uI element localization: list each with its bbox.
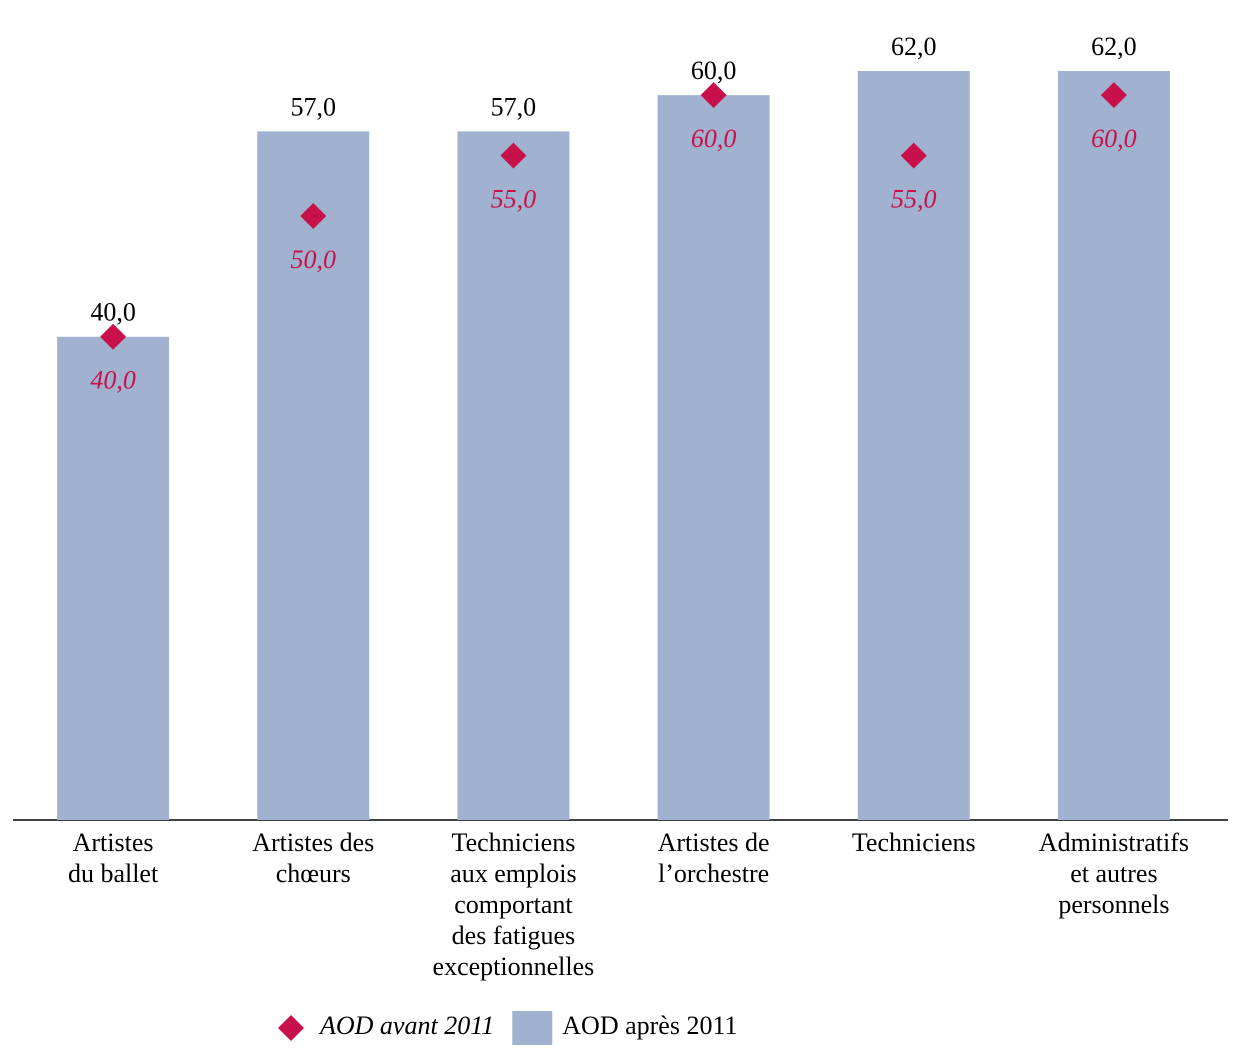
x-tick-label: Administratifs <box>1039 828 1189 857</box>
marker-value-label: 40,0 <box>90 366 136 395</box>
diamond-marker <box>700 82 727 109</box>
bar-value-label: 40,0 <box>90 298 136 327</box>
x-tick-label: personnels <box>1058 890 1169 919</box>
diamond-marker <box>300 202 327 229</box>
x-tick-label: Artistes de <box>658 828 770 857</box>
bar-value-label: 57,0 <box>491 92 537 121</box>
x-tick-label: Artistes des <box>252 828 374 857</box>
bar <box>57 336 170 820</box>
x-tick-label: comportant <box>454 890 573 919</box>
marker-value-label: 55,0 <box>491 185 537 214</box>
x-tick-label: l’orchestre <box>658 859 769 888</box>
x-tick-label: Techniciens <box>452 828 576 857</box>
bar-value-label: 57,0 <box>291 92 337 121</box>
bar-value-label: 62,0 <box>1091 32 1137 61</box>
x-tick-label: Techniciens <box>852 828 976 857</box>
bar-value-label: 60,0 <box>691 56 737 85</box>
bar <box>457 131 570 821</box>
x-tick-label: des fatigues <box>452 921 575 950</box>
x-tick-label: aux emplois <box>450 859 576 888</box>
diamond-marker <box>900 142 927 169</box>
marker-value-label: 55,0 <box>891 185 937 214</box>
bar <box>257 131 370 821</box>
legend-label: AOD avant 2011 <box>318 1011 494 1040</box>
diamond-marker <box>1100 82 1127 109</box>
bar-value-label: 62,0 <box>891 32 937 61</box>
x-tick-label: et autres <box>1070 859 1157 888</box>
legend-marker <box>278 1015 304 1041</box>
bar <box>657 95 770 820</box>
legend-swatch <box>512 1011 553 1045</box>
marker-value-label: 60,0 <box>691 124 737 153</box>
legend-label: AOD après 2011 <box>562 1011 737 1040</box>
bar <box>1057 71 1170 820</box>
x-tick-label: du ballet <box>68 859 159 888</box>
marker-value-label: 50,0 <box>291 245 337 274</box>
x-tick-label: chœurs <box>276 859 351 888</box>
diamond-marker <box>500 142 527 169</box>
x-tick-label: exceptionnelles <box>433 952 595 981</box>
bar <box>857 71 970 820</box>
x-tick-label: Artistes <box>73 828 154 857</box>
diamond-marker <box>100 323 127 350</box>
marker-value-label: 60,0 <box>1091 124 1137 153</box>
